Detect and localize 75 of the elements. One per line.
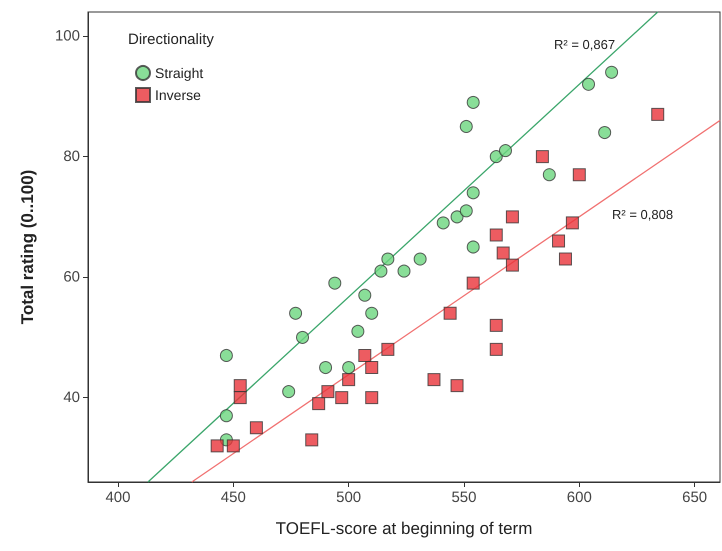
point: [651, 108, 664, 121]
y-tick-label: 40: [63, 389, 80, 406]
legend-title: Directionality: [128, 31, 214, 48]
annotation: R² = 0,808: [612, 207, 674, 222]
y-tick-label: 80: [63, 148, 80, 166]
x-tick-label: 450: [220, 489, 246, 506]
x-tick-label: 550: [451, 489, 476, 506]
point: [566, 216, 579, 230]
point: [335, 391, 348, 404]
point: [358, 348, 372, 362]
point: [506, 258, 519, 272]
legend-label: Straight: [155, 65, 204, 81]
point: [466, 276, 480, 290]
point: [381, 252, 394, 266]
point: [365, 306, 378, 320]
point: [598, 126, 612, 140]
y-tick-label: 60: [63, 268, 80, 286]
point: [381, 342, 394, 356]
point: [351, 324, 364, 338]
point: [536, 150, 549, 164]
point: [358, 288, 372, 302]
x-axis-title: TOEFL-score at beginning of term: [276, 519, 532, 538]
point: [460, 204, 473, 218]
point: [460, 120, 473, 133]
point: [605, 66, 618, 79]
point: [499, 144, 512, 158]
point: [374, 264, 388, 278]
point: [490, 318, 503, 332]
x-tick-label: 400: [105, 489, 130, 506]
point: [321, 385, 334, 398]
point: [552, 234, 566, 248]
point: [572, 168, 586, 182]
point: [427, 373, 440, 386]
point: [466, 96, 480, 109]
point: [296, 330, 310, 344]
point: [558, 252, 572, 266]
point: [450, 210, 464, 224]
point: [436, 216, 450, 230]
point: [365, 361, 378, 374]
point: [582, 78, 596, 91]
point: [414, 252, 427, 266]
point: [466, 186, 480, 200]
point: [250, 421, 263, 434]
point: [398, 264, 410, 278]
point: [365, 391, 378, 404]
point: [234, 391, 247, 404]
point: [210, 439, 224, 452]
point: [305, 433, 318, 446]
x-tick-label: 600: [566, 489, 592, 506]
point: [450, 379, 464, 392]
point: [496, 246, 510, 260]
point: [319, 361, 332, 374]
point: [220, 348, 233, 362]
point: [289, 306, 302, 320]
point: [490, 228, 503, 242]
point: [328, 276, 342, 290]
x-tick-label: 650: [682, 489, 708, 506]
point: [312, 397, 326, 410]
point: [226, 439, 240, 452]
point: [342, 373, 356, 386]
y-axis-title: Total rating (0..100): [18, 170, 37, 324]
annotation: R² = 0,867: [554, 37, 616, 52]
point: [490, 342, 503, 356]
point: [220, 409, 233, 422]
point: [444, 306, 457, 320]
y-tick-label: 100: [54, 28, 80, 45]
legend-label: Inverse: [155, 87, 202, 103]
point: [506, 210, 519, 224]
x-tick-label: 500: [336, 489, 362, 506]
point: [490, 150, 503, 164]
point: [466, 240, 480, 254]
point: [542, 168, 556, 182]
point: [282, 385, 296, 398]
point: [234, 379, 247, 392]
point: [342, 361, 356, 374]
